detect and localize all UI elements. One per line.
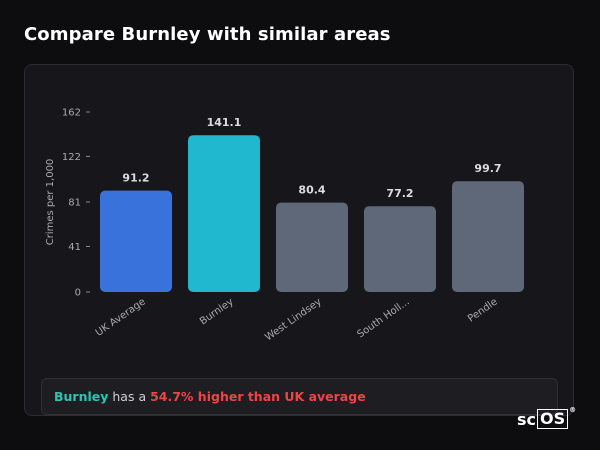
scos-logo: sc OS ® bbox=[517, 406, 577, 430]
value-labels: 91.2 141.1 80.4 77.2 99.7 bbox=[122, 116, 501, 200]
logo-registered-mark: ® bbox=[569, 406, 577, 414]
bar-0[interactable] bbox=[100, 190, 172, 292]
summary-difference: 54.7% higher than UK average bbox=[150, 389, 366, 404]
y-tick-label: 122 bbox=[62, 152, 81, 163]
bar-value-label: 80.4 bbox=[298, 184, 325, 197]
x-tick-label: South Holl... bbox=[355, 296, 411, 340]
y-axis: 0 41 81 122 162 bbox=[62, 108, 90, 299]
chart-card: 0 41 81 122 162 Crimes per 1,000 91.2 141.1 80… bbox=[24, 64, 574, 416]
page-title: Compare Burnley with similar areas bbox=[24, 24, 391, 45]
bar-4[interactable] bbox=[452, 181, 524, 292]
y-tick-label: 41 bbox=[68, 242, 81, 253]
bar-value-label: 77.2 bbox=[386, 187, 413, 200]
x-tick-label: UK Average bbox=[94, 296, 148, 338]
summary-area: Burnley bbox=[54, 389, 109, 404]
y-tick-label: 162 bbox=[62, 108, 81, 119]
logo-boxed: OS bbox=[537, 409, 569, 429]
y-tick-label: 81 bbox=[68, 198, 81, 209]
bar-value-label: 91.2 bbox=[122, 172, 149, 185]
x-axis-labels: UK Average Burnley West Lindsey South Holl.… bbox=[94, 296, 500, 343]
bars bbox=[100, 135, 524, 292]
bar-2[interactable] bbox=[276, 202, 348, 292]
bar-value-label: 99.7 bbox=[474, 162, 501, 175]
y-tick-label: 0 bbox=[75, 288, 81, 299]
bar-chart: 0 41 81 122 162 Crimes per 1,000 91.2 141.1 80… bbox=[45, 108, 524, 343]
x-tick-label: West Lindsey bbox=[263, 296, 324, 343]
bar-3[interactable] bbox=[364, 206, 436, 292]
logo-prefix: sc bbox=[517, 409, 537, 429]
summary-connector: has a bbox=[108, 389, 151, 404]
y-axis-label: Crimes per 1,000 bbox=[45, 159, 56, 246]
summary-box: Burnley has a 54.7% higher than UK avera… bbox=[41, 378, 558, 415]
x-tick-label: Pendle bbox=[466, 296, 500, 324]
bar-1[interactable] bbox=[188, 135, 260, 292]
x-tick-label: Burnley bbox=[198, 296, 236, 327]
bar-value-label: 141.1 bbox=[207, 116, 242, 129]
